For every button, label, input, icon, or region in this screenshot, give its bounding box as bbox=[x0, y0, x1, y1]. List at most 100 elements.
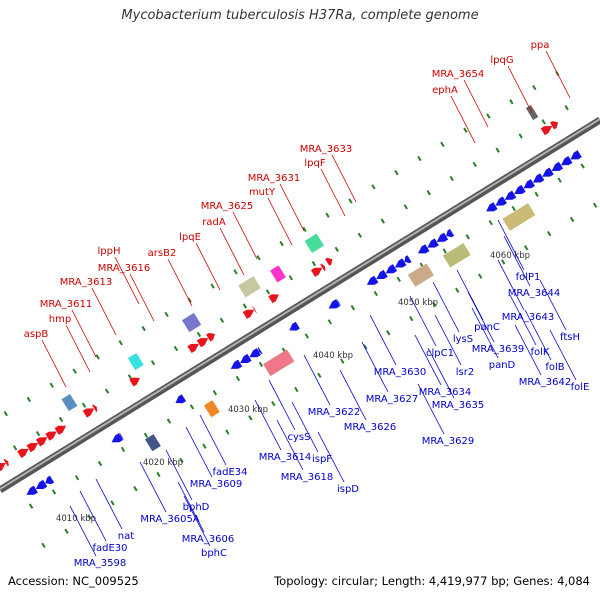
reverse-gene-arrow bbox=[561, 156, 573, 166]
scale-tick bbox=[173, 345, 179, 352]
reverse-gene-label: bphD bbox=[183, 502, 210, 513]
scale-tick bbox=[104, 388, 110, 394]
reverse-gene-arrow bbox=[26, 485, 38, 495]
reverse-gene-label: MRA_3614 bbox=[259, 452, 311, 463]
scale-tick bbox=[242, 303, 248, 309]
label-leader-line bbox=[432, 281, 460, 333]
feature-box bbox=[238, 276, 261, 298]
scale-tick bbox=[87, 514, 92, 520]
reverse-gene-arrow bbox=[230, 359, 243, 369]
scale-tick bbox=[465, 234, 470, 240]
label-leader-line bbox=[195, 242, 221, 291]
forward-gene-arrow bbox=[196, 338, 209, 348]
reverse-gene-label: MRA_3644 bbox=[508, 288, 560, 299]
reverse-gene-label: panD bbox=[489, 360, 516, 371]
label-leader-line bbox=[91, 287, 117, 336]
scale-tick bbox=[478, 273, 483, 279]
forward-gene-label: radA bbox=[202, 217, 226, 228]
scale-tick bbox=[26, 396, 31, 403]
reverse-gene-arrow bbox=[532, 173, 545, 183]
label-leader-line bbox=[434, 314, 462, 366]
reverse-gene-arrow bbox=[446, 228, 455, 238]
reverse-gene-arrow bbox=[542, 167, 554, 177]
reverse-gene-arrow bbox=[175, 394, 187, 404]
scale-tick bbox=[486, 113, 491, 119]
label-leader-line bbox=[467, 291, 495, 343]
scale-tick bbox=[141, 325, 146, 332]
scale-tick bbox=[118, 340, 123, 346]
scale-tick bbox=[449, 175, 454, 182]
forward-gene-label: MRA_3613 bbox=[60, 277, 112, 288]
label-leader-line bbox=[417, 383, 445, 435]
scale-tick bbox=[509, 99, 514, 105]
forward-gene-arrow bbox=[0, 463, 6, 473]
reverse-gene-label: MRA_3626 bbox=[344, 422, 396, 433]
scale-tick bbox=[592, 202, 598, 208]
label-leader-line bbox=[497, 219, 525, 271]
scale-tick bbox=[58, 416, 64, 423]
scale-tick bbox=[334, 246, 340, 253]
label-leader-line bbox=[545, 50, 571, 99]
genome-backbone-highlight bbox=[0, 118, 600, 490]
forward-gene-arrow bbox=[252, 306, 257, 314]
reverse-gene-label: MRA_3627 bbox=[366, 394, 418, 405]
forward-gene-label: lpqE bbox=[179, 232, 201, 243]
forward-gene-arrow bbox=[310, 267, 323, 277]
reverse-gene-arrow bbox=[45, 475, 55, 485]
label-leader-line bbox=[69, 505, 97, 557]
label-leader-line bbox=[409, 295, 437, 347]
reverse-gene-arrow bbox=[504, 190, 517, 200]
forward-gene-arrow bbox=[550, 121, 559, 130]
reverse-gene-arrow bbox=[111, 433, 124, 443]
reverse-gene-arrow bbox=[395, 258, 407, 268]
scale-tick bbox=[569, 216, 575, 223]
reverse-gene-arrow bbox=[404, 255, 412, 264]
reverse-gene-arrow bbox=[240, 353, 252, 364]
scale-tick bbox=[51, 489, 57, 495]
scale-tick bbox=[97, 460, 103, 467]
reverse-gene-arrow bbox=[523, 179, 536, 189]
label-leader-line bbox=[267, 197, 293, 246]
label-leader-line bbox=[232, 211, 258, 260]
forward-gene-arrow bbox=[92, 404, 98, 412]
forward-gene-label: MRA_3654 bbox=[432, 69, 484, 80]
label-leader-line bbox=[539, 279, 567, 331]
forward-gene-label: hmp bbox=[49, 314, 71, 325]
label-leader-line bbox=[254, 399, 282, 451]
map-title: Mycobacterium tuberculosis H37Ra, comple… bbox=[121, 8, 479, 23]
reverse-gene-arrow bbox=[495, 196, 507, 206]
feature-box bbox=[304, 233, 324, 253]
forward-gene-arrow bbox=[268, 294, 279, 304]
scale-tick bbox=[127, 374, 133, 380]
reverse-gene-label: MRA_3609 bbox=[190, 479, 242, 490]
scale-label: 4040 kbp bbox=[313, 351, 353, 361]
forward-gene-label: arsB2 bbox=[148, 248, 177, 259]
scale-tick bbox=[143, 432, 149, 438]
scale-tick bbox=[212, 390, 218, 396]
scale-tick bbox=[541, 119, 546, 125]
scale-tick bbox=[225, 429, 230, 435]
label-leader-line bbox=[276, 419, 304, 471]
scale-tick bbox=[294, 386, 299, 393]
label-leader-line bbox=[41, 339, 67, 388]
scale-tick bbox=[488, 219, 493, 226]
reverse-gene-label: folP1 bbox=[516, 272, 541, 283]
scale-tick bbox=[256, 255, 261, 261]
reverse-gene-label: MRA_3618 bbox=[281, 472, 333, 483]
reverse-gene-label: bphC bbox=[201, 548, 227, 559]
reverse-gene-label: ispF bbox=[312, 454, 332, 465]
label-leader-line bbox=[65, 324, 91, 373]
forward-gene-arrow bbox=[54, 425, 67, 435]
forward-gene-arrow bbox=[17, 448, 29, 459]
scale-tick bbox=[110, 500, 115, 506]
scale-tick bbox=[495, 147, 500, 153]
scale-tick bbox=[348, 198, 353, 204]
reverse-gene-label: lysS bbox=[453, 334, 473, 345]
label-leader-line bbox=[114, 256, 140, 305]
label-leader-line bbox=[185, 426, 213, 478]
label-leader-line bbox=[524, 309, 552, 361]
scale-tick bbox=[340, 358, 345, 364]
scale-tick bbox=[325, 212, 330, 218]
forward-gene-label: mutY bbox=[249, 187, 276, 198]
scale-tick bbox=[258, 361, 264, 368]
